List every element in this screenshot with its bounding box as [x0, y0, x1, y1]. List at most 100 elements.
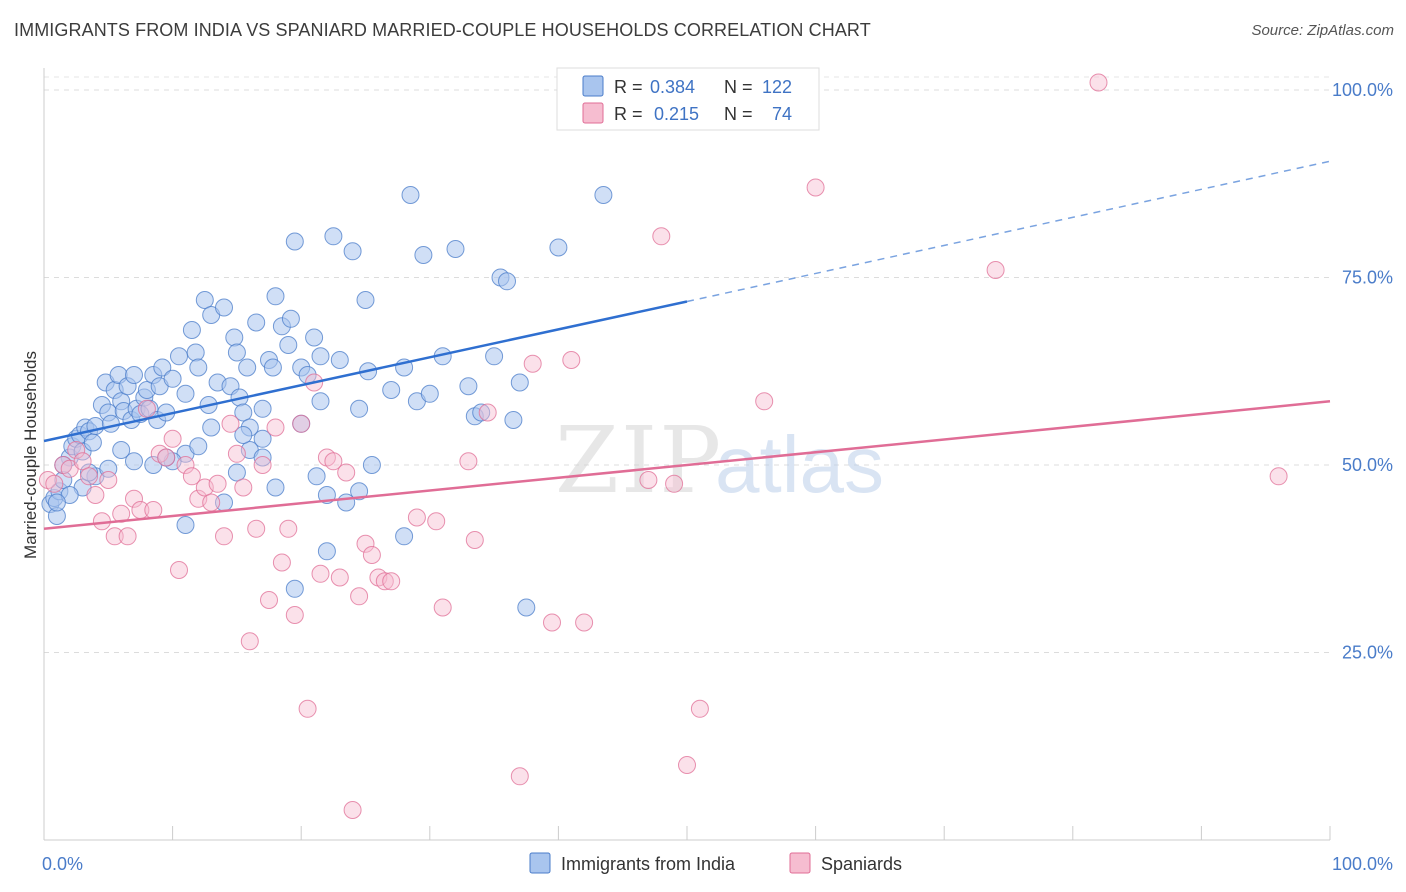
- india-point: [186, 343, 205, 362]
- axes: [43, 68, 1331, 841]
- india-point: [420, 384, 439, 403]
- india-point: [125, 366, 143, 384]
- spaniards-point: [350, 587, 369, 606]
- india-point: [253, 399, 272, 418]
- india-point: [176, 384, 195, 403]
- spaniards-point: [99, 471, 118, 489]
- y-tick-label-25: 25.0%: [1342, 643, 1393, 663]
- spaniards-point: [45, 474, 64, 493]
- spaniards-point: [407, 508, 426, 527]
- india-point: [112, 441, 131, 459]
- india-point: [266, 478, 285, 497]
- india-point: [401, 186, 420, 204]
- spaniards-point: [221, 414, 240, 433]
- spaniards-point: [575, 613, 594, 632]
- spaniards-point: [478, 403, 497, 422]
- spaniards-point: [208, 474, 227, 493]
- spaniards-point: [1269, 467, 1288, 486]
- legend-bottom-label-spaniards: Spaniards: [821, 854, 902, 874]
- spaniards-point: [459, 452, 478, 471]
- india-point: [182, 321, 201, 339]
- india-point: [498, 272, 516, 291]
- legend-bottom-swatch-spaniards: [789, 852, 811, 874]
- spaniards-point: [118, 527, 137, 546]
- trend-line-india-extension: [686, 160, 1331, 303]
- series-spaniards-points: [38, 73, 1288, 819]
- spaniards-point: [86, 486, 105, 504]
- x-tick-label-0: 0.0%: [42, 854, 83, 874]
- india-point: [279, 336, 298, 354]
- spaniards-point: [324, 452, 343, 471]
- india-point: [504, 411, 523, 429]
- spaniards-point: [234, 478, 253, 497]
- legend-n-value-spaniards: 74: [772, 104, 792, 124]
- india-point: [311, 392, 330, 411]
- legend-r-label-india: R =: [614, 77, 643, 97]
- india-point: [517, 598, 536, 617]
- spaniards-point: [433, 598, 452, 617]
- spaniards-point: [285, 606, 304, 624]
- legend-bottom-swatch-india: [529, 852, 551, 874]
- watermark: ZIP atlas: [555, 407, 884, 514]
- india-point: [227, 343, 246, 362]
- india-point: [189, 437, 208, 456]
- india-point: [163, 369, 182, 388]
- spaniards-point: [279, 519, 298, 538]
- india-point: [202, 418, 221, 437]
- india-point: [485, 347, 504, 366]
- spaniards-point: [182, 467, 201, 486]
- spaniards-point: [806, 178, 825, 197]
- y-tick-label-75: 75.0%: [1342, 268, 1393, 288]
- spaniards-point: [157, 448, 176, 467]
- spaniards-point: [543, 613, 561, 632]
- india-point: [234, 403, 253, 422]
- india-point: [253, 448, 272, 467]
- grid-lines: [44, 76, 1330, 653]
- legend-bottom-label-india: Immigrants from India: [561, 854, 736, 874]
- spaniards-point: [337, 463, 356, 482]
- spaniards-point: [125, 489, 143, 508]
- spaniards-point: [343, 801, 362, 819]
- spaniards-point: [292, 414, 311, 433]
- india-point: [101, 414, 120, 433]
- india-point: [285, 232, 304, 251]
- legend-n-label-spaniards: N =: [724, 104, 753, 124]
- spaniards-point: [247, 519, 266, 538]
- india-point: [263, 358, 282, 377]
- legend-r-label-spaniards: R =: [614, 104, 643, 124]
- spaniards-point: [362, 546, 381, 564]
- spaniards-point: [639, 471, 658, 489]
- india-point: [227, 463, 246, 482]
- india-point: [472, 403, 491, 422]
- spaniards-point: [144, 501, 163, 519]
- spaniards-point: [298, 699, 317, 718]
- x-tick-label-100: 100.0%: [1332, 854, 1393, 874]
- india-point: [382, 381, 401, 399]
- india-point: [307, 467, 326, 486]
- india-point: [459, 377, 478, 396]
- spaniards-point: [465, 531, 484, 549]
- watermark-atlas: atlas: [715, 420, 884, 509]
- spaniards-point: [202, 493, 221, 512]
- india-point: [195, 291, 214, 309]
- spaniards-point: [105, 527, 124, 546]
- india-point: [225, 328, 244, 347]
- spaniards-point: [176, 456, 195, 474]
- india-point: [176, 516, 195, 534]
- india-point: [170, 347, 188, 366]
- trend-line-spaniards: [43, 400, 1331, 530]
- india-point: [253, 429, 272, 448]
- spaniards-point: [170, 561, 188, 579]
- india-point: [285, 579, 304, 598]
- india-point: [324, 227, 343, 246]
- india-point: [362, 456, 381, 474]
- india-point: [80, 463, 98, 482]
- spaniards-point: [1089, 73, 1108, 92]
- india-point: [549, 238, 568, 257]
- spaniards-point: [690, 699, 709, 718]
- spaniards-point: [266, 418, 285, 437]
- spaniards-point: [240, 632, 259, 651]
- legend-r-value-spaniards: 0.215: [654, 104, 699, 124]
- legend-stats: R = 0.384 N = 122 R = 0.215 N = 74: [556, 67, 820, 131]
- india-point: [330, 351, 349, 369]
